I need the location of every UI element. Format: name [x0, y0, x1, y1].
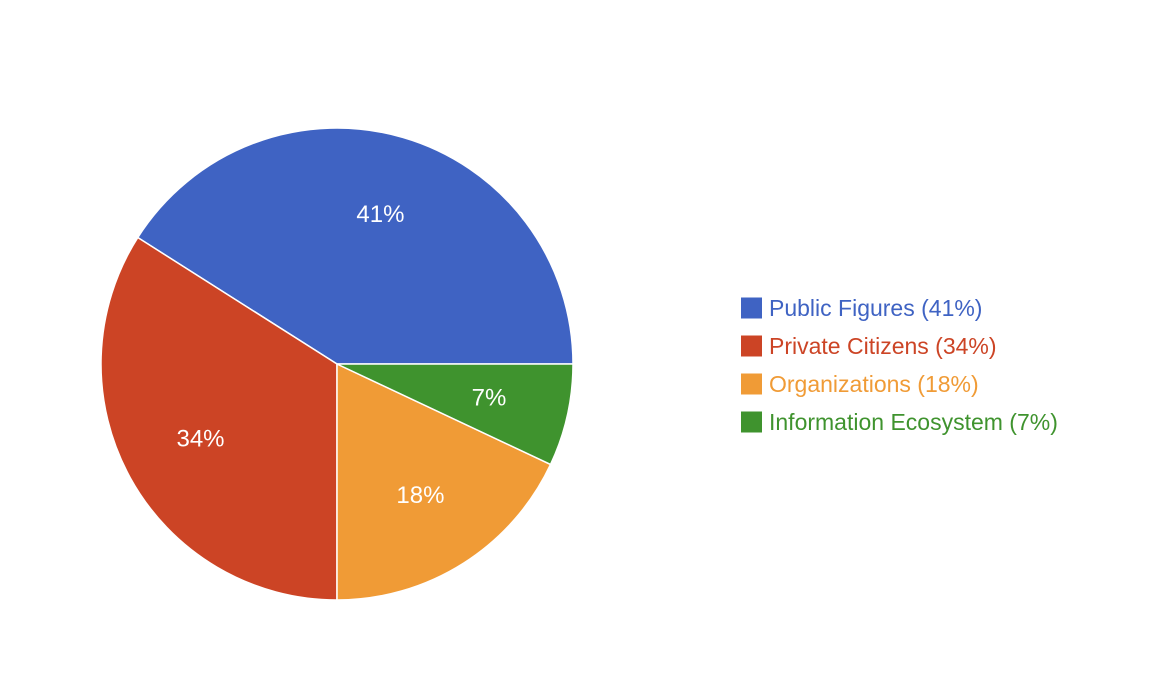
legend-swatch-public-figures [741, 297, 762, 319]
legend-item-public-figures: Public Figures (41%) [741, 295, 982, 321]
data-label-information-ecosystem: 7% [472, 384, 507, 411]
legend-swatch-private-citizens [741, 335, 762, 357]
legend-label-public-figures: Public Figures (41%) [769, 295, 982, 321]
legend-item-organizations: Organizations (18%) [741, 371, 979, 397]
pie-slice-public-figures [136, 127, 574, 365]
data-label-organizations: 18% [396, 482, 444, 509]
pie-slices [100, 127, 574, 601]
pie-slice-private-citizens [100, 236, 338, 601]
legend-item-information-ecosystem: Information Ecosystem (7%) [741, 409, 1058, 435]
legend-swatch-organizations [741, 373, 762, 395]
legend-label-information-ecosystem: Information Ecosystem (7%) [769, 409, 1058, 435]
legend-swatch-information-ecosystem [741, 411, 762, 433]
legend-label-private-citizens: Private Citizens (34%) [769, 333, 997, 359]
pie-slice-labels: 41% 34% 18% 7% [176, 201, 506, 509]
data-label-private-citizens: 34% [176, 426, 224, 453]
data-label-public-figures: 41% [356, 201, 404, 228]
pie-slice-organizations [336, 362, 552, 601]
pie-slice-information-ecosystem [336, 363, 574, 466]
legend: Public Figures (41%) Private Citizens (34… [741, 295, 1058, 435]
legend-label-organizations: Organizations (18%) [769, 371, 979, 397]
legend-item-private-citizens: Private Citizens (34%) [741, 333, 997, 359]
